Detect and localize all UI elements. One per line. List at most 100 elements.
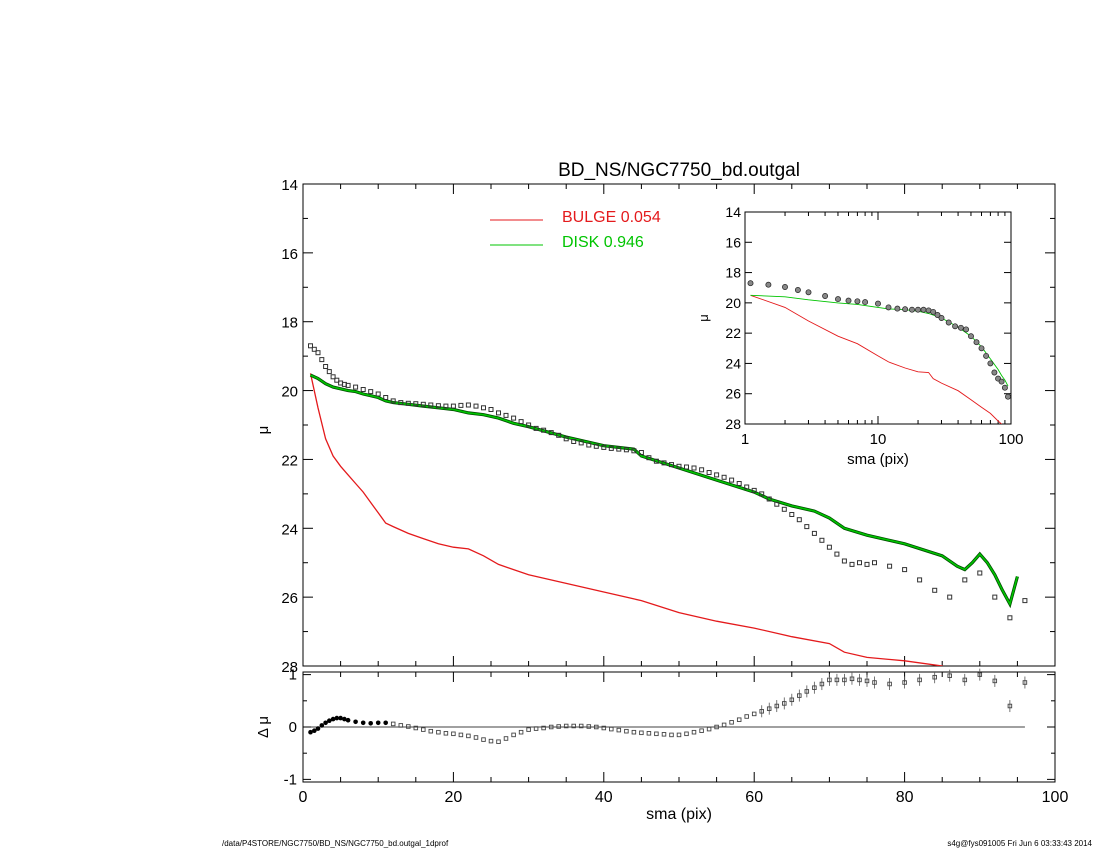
residual-point [609, 726, 614, 732]
observed-data-point [781, 506, 787, 512]
observed-data-point [789, 512, 795, 517]
residual-point [315, 726, 321, 731]
residual-point [661, 732, 667, 737]
residual-point [488, 738, 494, 744]
inset-y-tick-label: 18 [725, 265, 741, 281]
observed-data-point [360, 387, 366, 392]
footer-timestamp: s4g@fys091005 Fri Jun 6 03:33:43 2014 [947, 839, 1092, 848]
residual-point [345, 717, 351, 723]
residual-point [857, 677, 862, 683]
inset-observed-point [957, 324, 964, 331]
x-tick-label: 60 [745, 789, 763, 806]
residual-point [887, 681, 892, 687]
observed-data-point [759, 491, 765, 497]
inset-observed-point [973, 339, 980, 346]
inset-observed-point [934, 312, 941, 318]
residual-point [902, 680, 907, 685]
residual-point [368, 721, 374, 726]
residual-point [319, 723, 325, 728]
inset-y-tick-label: 24 [725, 355, 741, 371]
residual-point [481, 737, 486, 742]
observed-data-point [413, 401, 419, 407]
main-y-tick-label: 20 [281, 384, 298, 401]
observed-data-point [872, 560, 877, 566]
inset-observed-point [978, 345, 985, 352]
residual-point [360, 720, 366, 726]
residual-point [774, 703, 780, 709]
observed-data-point [608, 445, 614, 451]
observed-data-point [1022, 598, 1028, 604]
residual-point [782, 701, 787, 706]
residual-point [804, 689, 810, 694]
residual-point [458, 732, 464, 738]
inset-observed-point [845, 297, 852, 304]
residual-point [556, 724, 561, 729]
observed-data-point [593, 443, 599, 449]
main-panel: BD_NS/NGC7750_bd.outgal 14 16 18 20 22 24 26 28… [255, 160, 1056, 676]
observed-data-point [653, 458, 659, 464]
inset-observed-point [963, 326, 970, 333]
residual-point [334, 715, 340, 721]
residual-point [729, 720, 734, 725]
inset-x-tick-label: 10 [870, 431, 887, 448]
residual-plot-series [308, 668, 1028, 744]
residual-point [766, 706, 772, 711]
residual-point [676, 732, 682, 738]
observed-data-point [420, 401, 426, 407]
inset-panel: 14 16 18 20 22 24 26 281 10 100 sma (pix) μ [696, 204, 1024, 468]
residual-point [375, 720, 381, 726]
observed-data-point [443, 403, 449, 409]
inset-observed-point [909, 306, 915, 313]
residual-point [736, 717, 742, 722]
main-y-tick-label: 22 [281, 452, 298, 469]
inset-observed-point [854, 298, 861, 305]
observed-data-point [751, 487, 757, 493]
inset-observed-point [938, 315, 945, 321]
inset-observed-point [747, 280, 754, 287]
inset-observed-point [930, 308, 937, 315]
residual-point [451, 731, 456, 737]
inset-observed-point [915, 306, 921, 313]
observed-data-point [616, 446, 622, 452]
inset-y-tick-label: 20 [725, 295, 741, 311]
residual-point [428, 728, 434, 734]
main-y-axis-label: μ [255, 426, 272, 435]
residual-point [992, 678, 998, 684]
observed-data-point [315, 350, 321, 356]
residual-point [353, 719, 358, 725]
residual-point [327, 718, 332, 723]
residual-point [1022, 680, 1028, 685]
chart-title: BD_NS/NGC7750_bd.outgal [558, 160, 800, 181]
residual-point [518, 729, 524, 735]
main-y-tick-label: 28 [281, 659, 298, 676]
inset-x-tick-label: 1 [741, 431, 749, 448]
residual-y-tick-label: 0 [289, 719, 297, 736]
legend-label-disk: DISK 0.946 [562, 234, 644, 251]
residual-point [330, 716, 336, 722]
residual-point [466, 733, 471, 739]
inset-observed-point [1005, 393, 1011, 400]
observed-data-point [992, 594, 998, 600]
residual-point [789, 697, 795, 703]
observed-data-point [563, 436, 569, 442]
inset-observed-point [782, 284, 788, 290]
main-y-tick-label: 26 [281, 590, 298, 607]
inset-observed-point [894, 305, 901, 312]
legend-label-bulge: BULGE 0.054 [562, 209, 661, 226]
inset-y-tick-label: 16 [725, 234, 741, 250]
observed-data-point [533, 425, 539, 431]
residual-point [827, 677, 832, 683]
residual-point [691, 729, 697, 735]
legend: BULGE 0.054 DISK 0.946 [490, 209, 661, 251]
residual-point [578, 723, 584, 729]
inset-observed-point [885, 304, 892, 311]
residual-point [338, 715, 343, 721]
inset-plot-series [747, 280, 1011, 424]
observed-data-point [623, 447, 629, 453]
inset-observed-point [945, 319, 952, 326]
observed-data-point [311, 346, 317, 352]
residual-point [548, 724, 554, 730]
observed-data-point [334, 377, 340, 383]
inset-observed-point [822, 293, 829, 299]
